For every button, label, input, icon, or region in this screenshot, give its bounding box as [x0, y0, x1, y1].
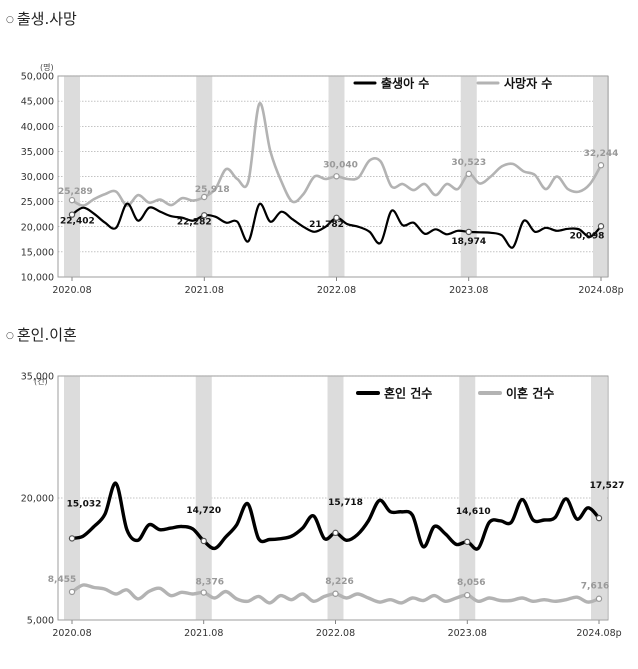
- y-tick-label: 5,000: [27, 616, 54, 627]
- x-tick-label: 2024.08p: [576, 628, 621, 639]
- x-tick-label: 2020.08: [52, 628, 91, 639]
- data-marker: [595, 514, 603, 522]
- x-tick-label: 2022.08: [317, 285, 356, 296]
- legend-label: 출생아 수: [381, 76, 429, 91]
- data-label: 8,455: [48, 575, 76, 585]
- data-marker: [201, 193, 208, 201]
- chart-title: 출생.사망: [16, 10, 77, 28]
- births-deaths-chart: 10,000 15,000 20,000 25,000 30,000 35,000 40,0…: [21, 62, 624, 296]
- data-marker: [68, 588, 76, 596]
- legend-label: 혼인 건수: [384, 386, 432, 401]
- highlight-band: [64, 76, 80, 277]
- plot-border: [57, 375, 609, 621]
- y-tick-label: 30,000: [21, 172, 54, 183]
- data-label: 21,782: [309, 220, 344, 230]
- x-tick-label: 2020.08: [52, 285, 91, 296]
- data-marker: [465, 170, 472, 178]
- highlight-band: [327, 376, 344, 620]
- data-marker: [597, 223, 605, 230]
- data-label: 14,610: [456, 507, 491, 517]
- x-tick-label: 2024.08p: [578, 285, 623, 296]
- section-title-births-deaths: ○ 출생.사망: [6, 8, 77, 29]
- x-tick-label: 2023.08: [449, 285, 488, 296]
- data-label: 14,720: [186, 506, 221, 516]
- data-label: 25,918: [195, 185, 230, 195]
- data-label: 30,523: [451, 158, 486, 168]
- legend-label: 이혼 건수: [506, 386, 554, 401]
- data-label: 8,376: [196, 578, 224, 588]
- data-label: 15,032: [67, 499, 102, 509]
- bullet-icon: ○: [6, 14, 14, 25]
- legend-label: 사망자 수: [504, 76, 552, 91]
- data-label: 32,244: [584, 149, 619, 159]
- data-label: 25,289: [58, 187, 93, 197]
- data-marker: [333, 214, 340, 221]
- data-marker: [465, 228, 472, 236]
- data-marker: [332, 590, 339, 597]
- y-tick-label: 35,000: [21, 372, 54, 383]
- data-label: 18,974: [451, 237, 486, 247]
- data-label: 8,056: [457, 578, 485, 588]
- data-marker: [333, 173, 340, 180]
- chart-title: 혼인.이혼: [16, 326, 77, 344]
- y-tick-label: 15,000: [21, 247, 54, 258]
- highlight-band: [459, 376, 476, 620]
- x-tick-label: 2022.08: [316, 628, 355, 639]
- data-marker: [464, 591, 471, 599]
- data-marker: [464, 538, 471, 546]
- highlight-band: [593, 76, 609, 277]
- y-axis-unit: (건): [34, 376, 48, 386]
- y-axis-unit: (명): [40, 62, 54, 72]
- data-label: 20,098: [570, 231, 605, 241]
- y-tick-label: 45,000: [21, 97, 54, 108]
- data-label: 15,718: [328, 498, 363, 508]
- plot-border: [57, 75, 609, 278]
- highlight-band: [195, 376, 212, 620]
- data-label: 22,402: [60, 217, 95, 227]
- section-title-marriages-divorces: ○ 혼인.이혼: [6, 324, 77, 345]
- data-marker: [595, 595, 603, 602]
- data-marker: [200, 537, 207, 545]
- x-tick-label: 2021.08: [184, 628, 223, 639]
- data-label: 7,616: [581, 582, 609, 592]
- data-marker: [597, 162, 605, 169]
- data-label: 8,226: [325, 577, 353, 587]
- y-tick-label: 25,000: [21, 197, 54, 208]
- data-marker: [332, 529, 339, 537]
- data-marker: [68, 196, 76, 204]
- x-tick-label: 2021.08: [185, 285, 224, 296]
- y-tick-label: 40,000: [21, 122, 54, 133]
- x-tick-label: 2023.08: [448, 628, 487, 639]
- data-label: 30,040: [323, 160, 358, 170]
- data-label: 22,282: [177, 217, 212, 227]
- data-label: 17,527: [590, 481, 625, 491]
- y-tick-label: 20,000: [21, 494, 54, 505]
- y-tick-label: 35,000: [21, 147, 54, 158]
- bullet-icon: ○: [6, 330, 14, 341]
- data-marker: [68, 211, 76, 218]
- y-tick-label: 20,000: [21, 222, 54, 233]
- highlight-band: [591, 376, 607, 620]
- highlight-band: [64, 376, 80, 620]
- data-marker: [200, 589, 207, 596]
- y-tick-label: 10,000: [21, 273, 54, 284]
- data-marker: [68, 535, 76, 542]
- y-tick-label: 50,000: [21, 72, 54, 83]
- data-marker: [201, 212, 208, 219]
- highlight-band: [196, 76, 213, 277]
